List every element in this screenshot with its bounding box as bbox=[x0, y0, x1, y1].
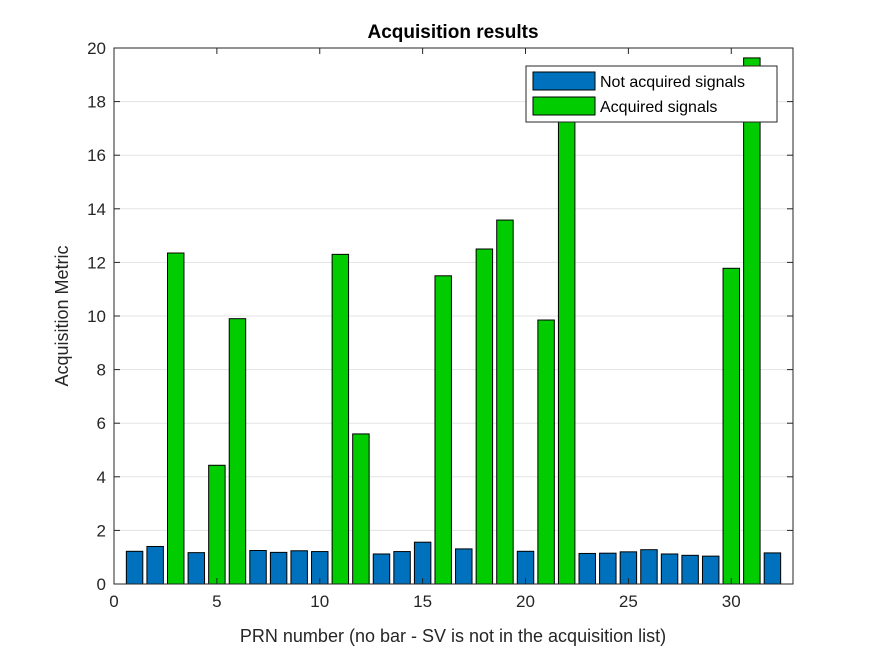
y-tick-label: 16 bbox=[87, 146, 106, 165]
bar-prn-11 bbox=[331, 253, 350, 585]
y-tick-label: 10 bbox=[87, 307, 106, 326]
bar-prn-9 bbox=[290, 550, 308, 585]
bar-prn-24 bbox=[599, 552, 617, 585]
x-tick-label: 15 bbox=[413, 592, 432, 611]
bar-prn-2 bbox=[146, 545, 164, 585]
legend-label-acquired: Acquired signals bbox=[600, 99, 717, 116]
y-tick-label: 0 bbox=[97, 575, 106, 594]
bar-prn-27 bbox=[660, 553, 679, 585]
chart-title: Acquisition results bbox=[367, 22, 538, 43]
bar-prn-29 bbox=[701, 555, 720, 585]
bar-prn-4 bbox=[187, 552, 206, 585]
y-tick-label: 6 bbox=[97, 414, 106, 433]
x-tick-label: 0 bbox=[109, 592, 118, 611]
bar-prn-13 bbox=[372, 553, 391, 585]
y-tick-label: 12 bbox=[87, 253, 106, 272]
x-axis-label: PRN number (no bar - SV is not in the ac… bbox=[240, 626, 666, 646]
bar-prn-1 bbox=[125, 550, 144, 585]
y-tick-label: 4 bbox=[97, 468, 106, 487]
x-tick-label: 10 bbox=[310, 592, 329, 611]
bar-prn-8 bbox=[269, 551, 288, 585]
bar-prn-18 bbox=[475, 248, 494, 585]
x-tick-label: 5 bbox=[212, 592, 221, 611]
x-tick-label: 20 bbox=[516, 592, 535, 611]
bar-prn-22 bbox=[557, 114, 576, 585]
y-axis-label: Acquisition Metric bbox=[52, 245, 72, 386]
y-tick-label: 8 bbox=[97, 361, 106, 380]
bar-prn-16 bbox=[434, 275, 452, 585]
x-tick-label: 25 bbox=[619, 592, 638, 611]
bar-prn-23 bbox=[578, 552, 596, 585]
bar-prn-26 bbox=[640, 549, 658, 585]
bar-prn-12 bbox=[352, 433, 370, 585]
bar-prn-21 bbox=[537, 319, 555, 585]
x-axis-ticks: 0 5 10 15 20 25 30 bbox=[109, 48, 741, 611]
y-tick-label: 14 bbox=[87, 200, 106, 219]
x-tick-label: 30 bbox=[722, 592, 741, 611]
legend-swatch-acquired bbox=[532, 96, 596, 116]
bar-prn-14 bbox=[393, 551, 411, 585]
bar-prn-31 bbox=[743, 57, 761, 585]
bar-prn-30 bbox=[722, 267, 741, 585]
y-axis-ticks: 0 2 4 6 8 10 12 14 16 18 20 bbox=[87, 39, 793, 594]
bar-prn-7 bbox=[249, 550, 267, 585]
y-tick-label: 2 bbox=[97, 521, 106, 540]
legend-swatch-not-acquired bbox=[532, 71, 596, 91]
bars bbox=[125, 57, 782, 585]
bar-prn-17 bbox=[455, 548, 473, 585]
bar-prn-6 bbox=[228, 318, 247, 585]
legend: Not acquired signals Acquired signals bbox=[525, 65, 778, 123]
gridlines bbox=[114, 101, 793, 531]
bar-prn-15 bbox=[413, 541, 432, 585]
legend-label-not-acquired: Not acquired signals bbox=[600, 74, 745, 91]
bar-prn-32 bbox=[763, 552, 782, 585]
bar-prn-5 bbox=[208, 464, 226, 585]
bar-prn-28 bbox=[681, 554, 699, 585]
bar-prn-3 bbox=[166, 252, 185, 585]
y-tick-label: 20 bbox=[87, 39, 106, 58]
bar-prn-19 bbox=[496, 219, 514, 585]
y-tick-label: 18 bbox=[87, 93, 106, 112]
